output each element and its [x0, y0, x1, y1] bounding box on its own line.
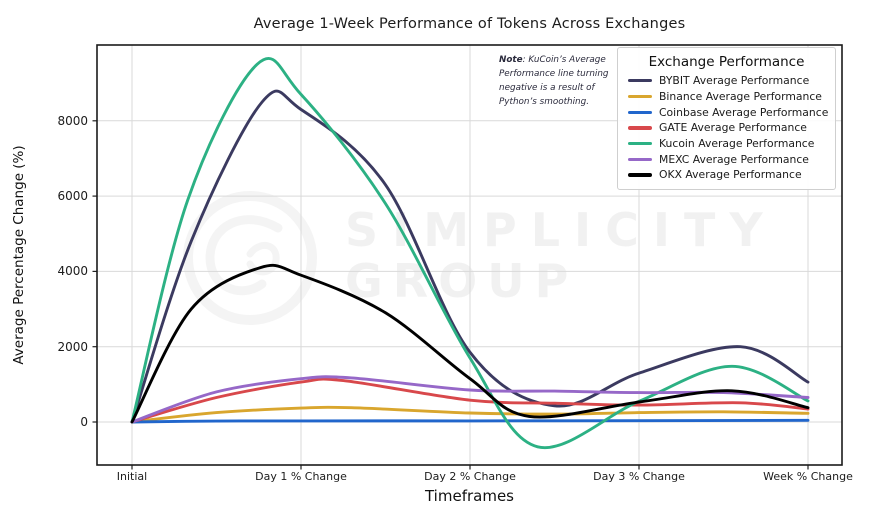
- y-tick-label: 2000: [57, 339, 88, 354]
- y-axis-label: Average Percentage Change (%): [11, 145, 27, 365]
- series-line-3: [130, 377, 810, 424]
- legend-swatch-icon: [628, 126, 652, 130]
- legend-swatch-icon: [628, 173, 652, 177]
- legend-item: OKX Average Performance: [618, 167, 835, 183]
- series-line-6: [130, 263, 810, 424]
- smoothing-note: Note: KuCoin’s Average Performance line …: [499, 54, 617, 110]
- y-tick-label: 6000: [57, 189, 88, 204]
- watermark-text-line2: GROUP: [345, 254, 578, 308]
- series-line-2: [130, 418, 810, 424]
- x-tick-label: Day 1 % Change: [255, 470, 347, 483]
- legend-item: MEXC Average Performance: [618, 151, 835, 167]
- legend-item-label: GATE Average Performance: [659, 121, 807, 135]
- legend-item-label: BYBIT Average Performance: [659, 74, 810, 88]
- note-text: : KuCoin’s Average Performance line turn…: [499, 55, 609, 107]
- legend-swatch-icon: [628, 142, 652, 146]
- x-tick-label: Week % Change: [763, 470, 853, 483]
- legend-item-label: MEXC Average Performance: [659, 152, 809, 166]
- legend-item: GATE Average Performance: [618, 120, 835, 136]
- x-tick-label: Day 2 % Change: [424, 470, 516, 483]
- legend-item: BYBIT Average Performance: [618, 73, 835, 89]
- series-line-0: [130, 89, 810, 424]
- legend-item-label: OKX Average Performance: [659, 168, 802, 182]
- page-title: Average 1-Week Performance of Tokens Acr…: [253, 16, 686, 32]
- legend-swatch-icon: [628, 110, 652, 114]
- note-label: Note: [499, 55, 523, 65]
- legend-swatch-icon: [628, 157, 652, 161]
- y-tick-label: 8000: [57, 113, 88, 128]
- legend-item-label: Coinbase Average Performance: [659, 105, 829, 119]
- legend-item: Binance Average Performance: [618, 89, 835, 105]
- series-curves: [130, 57, 810, 450]
- series-line-1: [130, 405, 810, 424]
- legend-item-label: Binance Average Performance: [659, 90, 822, 104]
- axes-frame: [92, 44, 843, 470]
- legend-item-label: Kucoin Average Performance: [659, 137, 815, 151]
- y-tick-label: 0: [80, 415, 88, 429]
- x-tick-label: Initial: [116, 470, 148, 483]
- legend: Exchange Performance BYBIT Average Perfo…: [617, 47, 836, 190]
- legend-item: Kucoin Average Performance: [618, 136, 835, 152]
- legend-title: Exchange Performance: [648, 54, 805, 70]
- legend-rows: BYBIT Average Performance Binance Average…: [618, 73, 835, 183]
- plot-border: [96, 44, 843, 466]
- x-axis-label: Timeframes: [424, 487, 514, 505]
- legend-swatch-icon: [628, 94, 652, 99]
- series-line-4: [130, 57, 810, 450]
- legend-item: Coinbase Average Performance: [618, 104, 835, 120]
- y-tick-label: 4000: [57, 264, 88, 279]
- watermark-text-line1: SIMPLICITY: [345, 203, 777, 257]
- watermark-logo: SIMPLICITY GROUP: [183, 191, 777, 325]
- x-tick-label: Day 3 % Change: [593, 470, 685, 483]
- legend-swatch-icon: [628, 79, 652, 83]
